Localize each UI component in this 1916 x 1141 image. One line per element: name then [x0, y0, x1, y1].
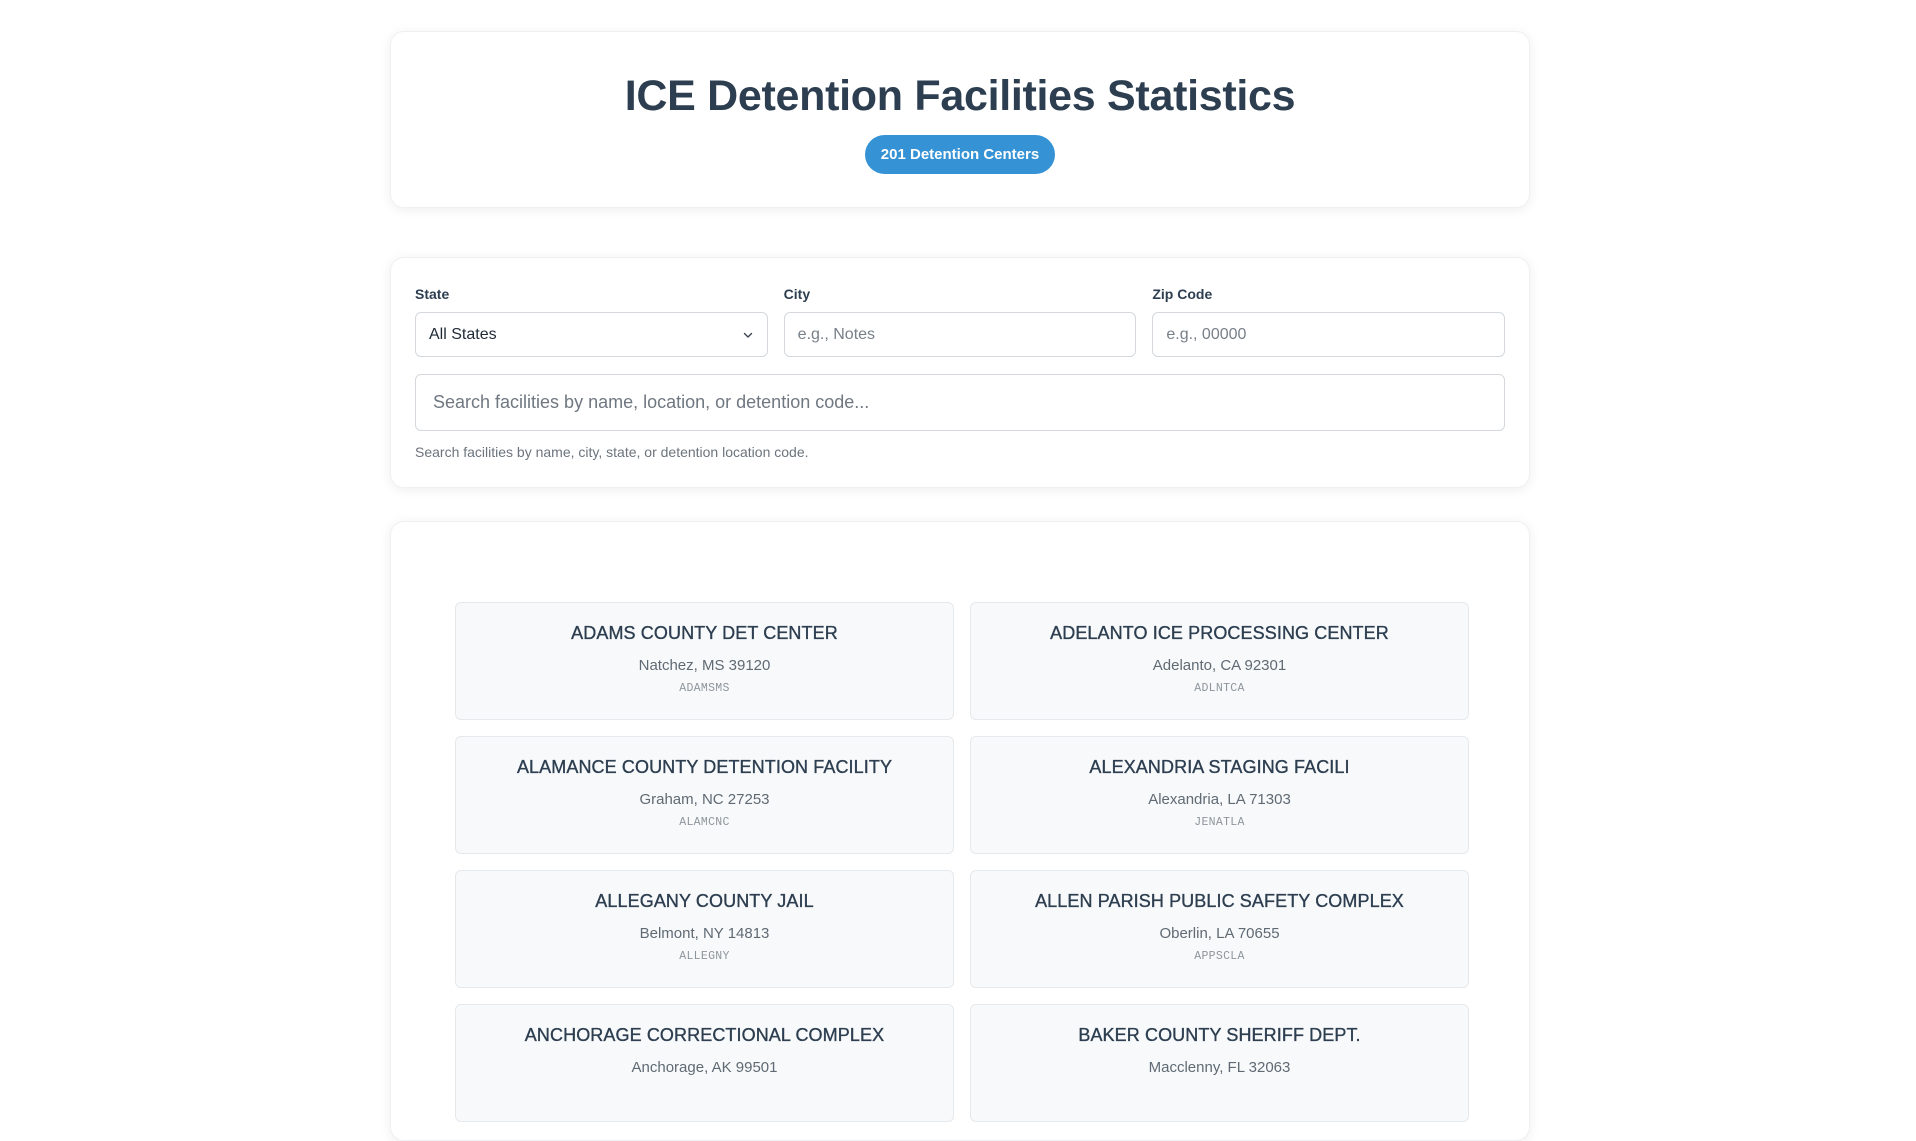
- facility-card[interactable]: ADELANTO ICE PROCESSING CENTER Adelanto,…: [970, 602, 1469, 720]
- facility-card[interactable]: ALEXANDRIA STAGING FACILI Alexandria, LA…: [970, 736, 1469, 854]
- zip-field-wrapper: [1152, 312, 1506, 357]
- filter-row: State All States City Zip Code: [415, 286, 1506, 357]
- zip-filter: Zip Code: [1152, 286, 1506, 357]
- facility-name: ALAMANCE COUNTY DETENTION FACILITY: [516, 757, 893, 777]
- facility-code: JENATLA: [1194, 816, 1245, 829]
- facility-location: Belmont, NY 14813: [639, 925, 770, 942]
- chevron-down-icon: [742, 329, 754, 341]
- facility-card[interactable]: ADAMS COUNTY DET CENTER Natchez, MS 3912…: [455, 602, 954, 720]
- facility-code: ADAMSMS: [679, 682, 730, 695]
- facility-name: ADAMS COUNTY DET CENTER: [571, 623, 838, 643]
- facility-location: Anchorage, AK 99501: [631, 1059, 778, 1076]
- zip-input[interactable]: [1166, 325, 1492, 344]
- facility-location: Graham, NC 27253: [639, 791, 770, 808]
- facility-grid: ADAMS COUNTY DET CENTER Natchez, MS 3912…: [455, 602, 1469, 1122]
- facility-location: Oberlin, LA 70655: [1159, 925, 1280, 942]
- facility-count-badge: 201 Detention Centers: [864, 135, 1056, 175]
- search-hint: Search facilities by name, city, state, …: [415, 444, 809, 460]
- filter-panel: State All States City Zip Code: [390, 257, 1530, 488]
- facility-card[interactable]: ALLEN PARISH PUBLIC SAFETY COMPLEX Oberl…: [970, 870, 1469, 988]
- facility-code: ADLNTCA: [1194, 682, 1245, 695]
- facility-code: APPSCLA: [1194, 950, 1245, 963]
- facility-name: BAKER COUNTY SHERIFF DEPT.: [1078, 1025, 1361, 1045]
- state-select[interactable]: All States: [415, 312, 768, 357]
- city-input[interactable]: [797, 325, 1123, 344]
- facility-name: ALEXANDRIA STAGING FACILI: [1089, 757, 1350, 777]
- facility-name: ALLEN PARISH PUBLIC SAFETY COMPLEX: [1035, 891, 1404, 911]
- facility-name: ALLEGANY COUNTY JAIL: [595, 891, 814, 911]
- facility-location: Alexandria, LA 71303: [1148, 791, 1291, 808]
- facility-location: Adelanto, CA 92301: [1152, 657, 1287, 674]
- state-label: State: [415, 286, 450, 302]
- facility-card[interactable]: ANCHORAGE CORRECTIONAL COMPLEX Anchorage…: [455, 1004, 954, 1122]
- facility-name: ANCHORAGE CORRECTIONAL COMPLEX: [524, 1025, 885, 1045]
- state-select-value: All States: [429, 325, 497, 343]
- results-panel: ADAMS COUNTY DET CENTER Natchez, MS 3912…: [390, 521, 1530, 1141]
- facility-card[interactable]: ALLEGANY COUNTY JAIL Belmont, NY 14813 A…: [455, 870, 954, 988]
- zip-label: Zip Code: [1152, 286, 1213, 302]
- facility-code: ALLEGNY: [679, 950, 730, 963]
- facility-location: Macclenny, FL 32063: [1148, 1059, 1291, 1076]
- search-field-wrapper: [415, 374, 1505, 431]
- facility-card[interactable]: ALAMANCE COUNTY DETENTION FACILITY Graha…: [455, 736, 954, 854]
- facility-code: ALAMCNC: [679, 816, 730, 829]
- page-title: ICE Detention Facilities Statistics: [624, 72, 1296, 120]
- city-label: City: [783, 286, 811, 302]
- city-filter: City: [783, 286, 1137, 357]
- header-card: ICE Detention Facilities Statistics 201 …: [390, 31, 1530, 208]
- page: ICE Detention Facilities Statistics 201 …: [390, 31, 1530, 1141]
- search-input[interactable]: [433, 392, 1487, 413]
- state-filter: State All States: [415, 286, 768, 357]
- facility-card[interactable]: BAKER COUNTY SHERIFF DEPT. Macclenny, FL…: [970, 1004, 1469, 1122]
- facility-location: Natchez, MS 39120: [638, 657, 771, 674]
- city-field-wrapper: [783, 312, 1137, 357]
- facility-name: ADELANTO ICE PROCESSING CENTER: [1050, 623, 1389, 643]
